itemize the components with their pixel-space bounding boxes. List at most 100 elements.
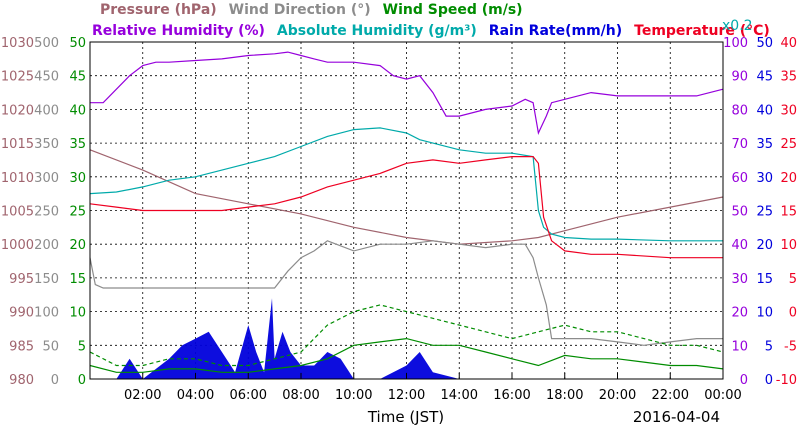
tick-label-pressure: 1000 [1, 238, 34, 253]
tick-label-rain-rate: 0 [765, 373, 773, 388]
tick-label-pressure: 980 [9, 373, 34, 388]
tick-label-pressure: 1020 [1, 103, 34, 118]
tick-label-temperature: 20 [780, 171, 797, 186]
tick-label-pressure: 1005 [1, 205, 34, 220]
legend-entry-pressure-hpa: Pressure (hPa) [100, 2, 217, 18]
tick-label-humidity: 0 [740, 373, 748, 388]
tick-label-wind-speed: 50 [69, 36, 86, 51]
tick-label-pressure: 1010 [1, 171, 34, 186]
tick-label-rain-rate: 30 [756, 171, 773, 186]
tick-label-humidity: 10 [731, 339, 748, 354]
x-tick-label: 10:00 [335, 388, 372, 403]
tick-label-wind-direction: 100 [34, 306, 59, 321]
tick-label-wind-speed: 45 [69, 70, 86, 85]
tick-label-rain-rate: 35 [756, 137, 773, 152]
tick-label-pressure: 990 [9, 306, 34, 321]
tick-label-wind-direction: 250 [34, 205, 59, 220]
tick-label-temperature: 5 [789, 272, 797, 287]
tick-label-humidity: 60 [731, 171, 748, 186]
tick-label-pressure: 995 [9, 272, 34, 287]
tick-label-humidity: 80 [731, 103, 748, 118]
legend-entry-wind-speed-m-s: Wind Speed (m/s) [383, 2, 523, 18]
tick-label-rain-rate: 25 [756, 205, 773, 220]
tick-label-rain-rate: 50 [756, 36, 773, 51]
tick-label-wind-direction: 0 [51, 373, 59, 388]
tick-label-wind-direction: 300 [34, 171, 59, 186]
tick-label-pressure: 985 [9, 339, 34, 354]
tick-label-humidity: 40 [731, 238, 748, 253]
series-wind-speed-gust-m-s [89, 304, 724, 367]
tick-label-rain-rate: 40 [756, 103, 773, 118]
tick-label-wind-speed: 0 [78, 373, 86, 388]
x-tick-label: 12:00 [388, 388, 425, 403]
tick-label-wind-speed: 10 [69, 306, 86, 321]
series-relative-humidity [90, 51, 724, 135]
tick-label-rain-rate: 45 [756, 70, 773, 85]
tick-label-temperature: 40 [780, 36, 797, 51]
tick-label-humidity: 20 [731, 306, 748, 321]
tick-label-wind-direction: 50 [42, 339, 59, 354]
x-tick-label: 18:00 [546, 388, 583, 403]
left-axes: 1030102510201015101010051000995990985980… [1, 36, 86, 388]
tick-label-temperature: 0 [789, 306, 797, 321]
series-absolute-humidity-g-m [89, 127, 723, 242]
tick-label-wind-direction: 200 [34, 238, 59, 253]
x-tick-label: 04:00 [177, 388, 214, 403]
tick-label-wind-direction: 450 [34, 70, 59, 85]
legend-row-2: Relative Humidity (%) Absolute Humidity (… [92, 23, 770, 39]
x-tick-label: 20:00 [599, 388, 636, 403]
tick-label-rain-rate: 10 [756, 306, 773, 321]
tick-label-rain-rate: 5 [765, 339, 773, 354]
tick-label-temperature: 10 [780, 238, 797, 253]
series-temperature-c [89, 156, 723, 259]
tick-label-wind-speed: 40 [69, 103, 86, 118]
tick-label-wind-direction: 500 [34, 36, 59, 51]
rain-rate-area [90, 298, 723, 379]
tick-label-temperature: -5 [784, 339, 797, 354]
tick-label-humidity: 100 [723, 36, 748, 51]
x-tick-label: 06:00 [230, 388, 267, 403]
legend-entry-absolute-humidity-g-m: Absolute Humidity (g/m³) [277, 23, 477, 39]
tick-label-wind-direction: 150 [34, 272, 59, 287]
tick-label-temperature: 25 [780, 137, 797, 152]
legend-entry-temperature-c: Temperature (°C) [634, 23, 770, 39]
legend-entry-rain-rate-mm-h: Rain Rate(mm/h) [489, 23, 622, 39]
tick-label-wind-direction: 400 [34, 103, 59, 118]
tick-label-wind-speed: 5 [78, 339, 86, 354]
tick-label-wind-speed: 25 [69, 205, 86, 220]
legend-entry-relative-humidity: Relative Humidity (%) [92, 23, 265, 39]
tick-label-rain-rate: 15 [756, 272, 773, 287]
x-axis-label: Time (JST) [367, 408, 444, 426]
x-tick-label: 00:00 [704, 388, 741, 403]
abs-humidity-scale-note: x0.2 [722, 18, 753, 34]
tick-label-temperature: 15 [780, 205, 797, 220]
x-tick-label: 14:00 [441, 388, 478, 403]
tick-label-humidity: 70 [731, 137, 748, 152]
legend-entry-wind-direction: Wind Direction (°) [229, 2, 371, 18]
right-axes: 1009080706050403020100504540353025201510… [723, 36, 797, 388]
series-wind-direction [89, 240, 723, 346]
x-axis-ticks: 02:00 04:00 06:00 08:00 10:00 12:00 14:00 16:00… [124, 373, 742, 403]
tick-label-humidity: 30 [731, 272, 748, 287]
tick-label-pressure: 1025 [1, 70, 34, 85]
legend-row-1: Pressure (hPa) Wind Direction (°) Wind Spe… [100, 2, 523, 18]
series-lines [89, 51, 724, 373]
tick-label-temperature: -10 [776, 373, 797, 388]
tick-label-wind-speed: 30 [69, 171, 86, 186]
tick-label-humidity: 90 [731, 70, 748, 85]
tick-label-pressure: 1030 [1, 36, 34, 51]
series-wind-speed-m-s [89, 337, 724, 373]
tick-label-wind-speed: 20 [69, 238, 86, 253]
tick-label-rain-rate: 20 [756, 238, 773, 253]
tick-label-wind-speed: 35 [69, 137, 86, 152]
x-tick-label: 08:00 [282, 388, 319, 403]
tick-label-pressure: 1015 [1, 137, 34, 152]
x-tick-label: 16:00 [493, 388, 530, 403]
x-tick-label: 02:00 [124, 388, 161, 403]
tick-label-wind-speed: 15 [69, 272, 86, 287]
x-tick-label: 22:00 [652, 388, 689, 403]
tick-label-temperature: 35 [780, 70, 797, 85]
series-rain-rate [90, 298, 723, 379]
